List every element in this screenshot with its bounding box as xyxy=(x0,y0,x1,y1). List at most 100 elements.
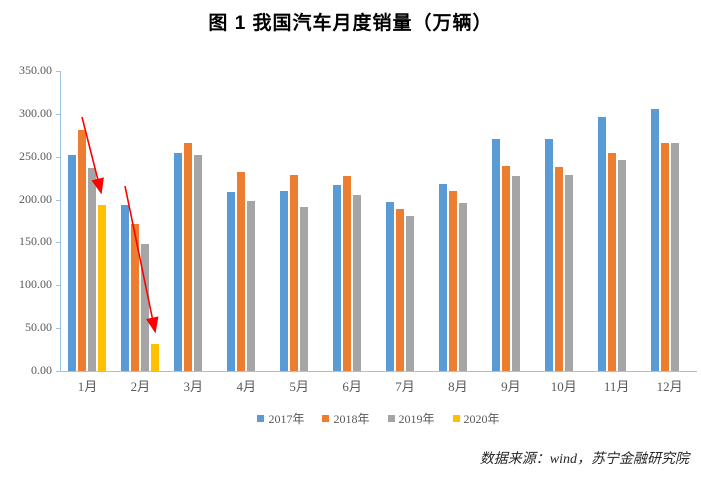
x-tick-label-11月: 11月 xyxy=(603,379,630,394)
bar-2017年-1月 xyxy=(68,155,77,371)
bar-2019年-3月 xyxy=(194,155,203,371)
bar-slot xyxy=(141,244,150,371)
x-tick-label-10月: 10月 xyxy=(550,379,577,394)
legend-swatch-icon xyxy=(322,415,330,422)
legend-swatch-icon xyxy=(387,415,395,422)
bar-2018年-6月 xyxy=(343,176,352,371)
source-note: 数据来源：wind，苏宁金融研究院 xyxy=(479,452,689,467)
bar-slot xyxy=(343,176,352,371)
legend-swatch-icon xyxy=(257,415,265,422)
bar-2018年-1月 xyxy=(78,130,87,371)
y-tick-label: 300.00 xyxy=(19,105,52,120)
y-axis-line xyxy=(60,71,61,372)
y-tick-mark xyxy=(56,113,60,115)
x-tick-label-12月: 12月 xyxy=(656,379,683,394)
y-tick-mark xyxy=(56,199,60,201)
bar-slot xyxy=(88,168,97,371)
bar-slot xyxy=(68,155,77,371)
bar-slot xyxy=(448,191,457,371)
bar-2019年-12月 xyxy=(670,143,679,371)
x-axis-line xyxy=(60,371,697,372)
x-tick-label-3月: 3月 xyxy=(183,379,204,394)
y-tick-mark xyxy=(56,328,60,330)
bar-2019年-2月 xyxy=(141,244,150,371)
bar-2017年-6月 xyxy=(333,185,342,371)
bar-slot xyxy=(607,153,616,371)
bar-2017年-10月 xyxy=(544,139,553,371)
y-tick-mark xyxy=(56,242,60,244)
bar-2018年-4月 xyxy=(237,172,246,371)
legend-item-2019年: 2019年 xyxy=(387,410,435,427)
y-tick-mark xyxy=(56,156,60,158)
bar-slot xyxy=(501,166,510,371)
bar-2019年-6月 xyxy=(353,195,362,371)
bar-2017年-5月 xyxy=(280,191,289,371)
bar-2019年-10月 xyxy=(564,175,573,371)
bar-slot xyxy=(544,139,553,371)
x-tick-label-8月: 8月 xyxy=(448,379,468,394)
bar-2017年-11月 xyxy=(597,117,606,371)
bar-group-3月 xyxy=(167,71,220,371)
bar-group-6月 xyxy=(326,71,379,371)
x-axis-labels: 1月 2月 3月 4月 5月 6月 7月 8月 9月 10月 11月 12月 xyxy=(61,376,696,395)
bar-slot xyxy=(511,176,520,371)
bar-slot xyxy=(617,160,626,371)
legend-label: 2017年 xyxy=(268,412,305,426)
bar-slot xyxy=(280,191,289,371)
legend-swatch-icon xyxy=(452,415,460,422)
legend-item-2018年: 2018年 xyxy=(322,410,370,427)
bar-group-4月 xyxy=(220,71,273,371)
bar-group-11月 xyxy=(590,71,643,371)
bar-2019年-9月 xyxy=(511,176,520,371)
bar-slot xyxy=(151,344,160,371)
x-tick-label-4月: 4月 xyxy=(236,379,256,394)
bar-2017年-8月 xyxy=(438,184,447,371)
bar-2017年-9月 xyxy=(491,139,500,371)
bar-2018年-11月 xyxy=(607,153,616,371)
bar-2017年-4月 xyxy=(227,192,236,371)
bar-slot xyxy=(597,117,606,371)
y-tick-label: 50.00 xyxy=(25,320,52,335)
bar-slot xyxy=(650,109,659,371)
bar-slot xyxy=(247,201,256,371)
bar-group-7月 xyxy=(379,71,432,371)
x-tick-label-1月: 1月 xyxy=(77,379,98,394)
bar-2018年-10月 xyxy=(554,167,563,371)
y-tick-label: 0.00 xyxy=(31,363,52,377)
bar-slot xyxy=(290,175,299,371)
legend-item-2017年: 2017年 xyxy=(257,410,304,427)
bar-slot xyxy=(385,202,394,371)
y-tick-label: 250.00 xyxy=(19,148,52,163)
bar-2019年-8月 xyxy=(458,203,467,371)
bar-slot xyxy=(121,205,130,371)
bar-slot xyxy=(227,192,236,371)
bar-2019年-1月 xyxy=(88,168,97,371)
bar-slot xyxy=(554,167,563,371)
bar-2018年-9月 xyxy=(501,166,510,371)
bar-2017年-12月 xyxy=(650,109,659,371)
x-tick-label-5月: 5月 xyxy=(289,379,309,394)
bar-group-1月 xyxy=(61,71,114,371)
bar-2019年-5月 xyxy=(300,207,309,371)
x-tick-label-6月: 6月 xyxy=(342,379,362,394)
bar-slot xyxy=(438,184,447,371)
bar-2018年-8月 xyxy=(448,191,457,371)
bar-2018年-2月 xyxy=(131,224,140,371)
bar-2018年-12月 xyxy=(660,143,669,371)
legend-item-2020年: 2020年 xyxy=(452,410,500,427)
x-tick-label-9月: 9月 xyxy=(501,379,521,394)
y-tick-label: 150.00 xyxy=(19,234,52,249)
bar-slot xyxy=(458,203,467,371)
bar-slot xyxy=(184,143,193,371)
bar-slot xyxy=(237,172,246,371)
bar-2019年-7月 xyxy=(405,216,414,371)
bar-slot xyxy=(300,207,309,371)
bar-2017年-7月 xyxy=(385,202,394,371)
bar-slot xyxy=(194,155,203,371)
bar-2018年-7月 xyxy=(395,209,404,371)
bar-2017年-2月 xyxy=(121,205,130,371)
bar-2019年-11月 xyxy=(617,160,626,371)
bar-slot xyxy=(174,153,183,371)
bar-slot xyxy=(660,143,669,371)
